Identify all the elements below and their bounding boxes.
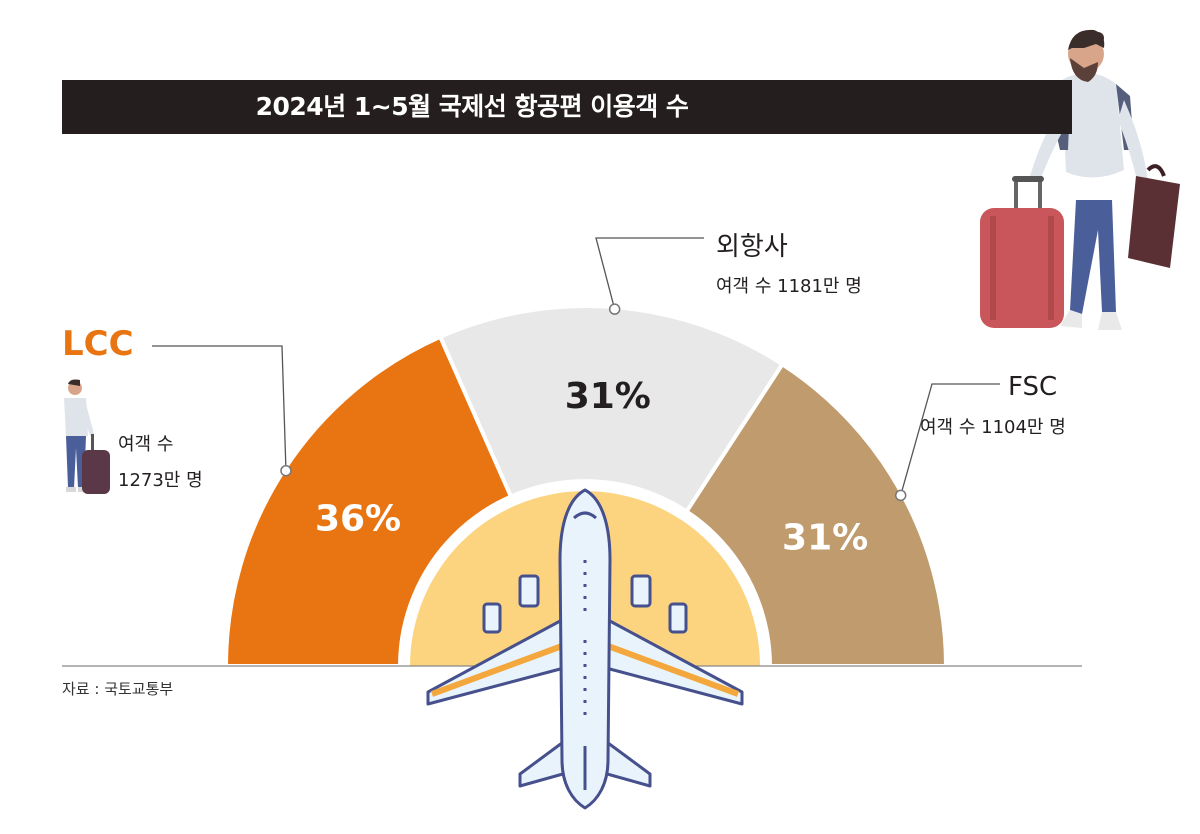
slice-percent-label-1: 36% [315, 499, 401, 540]
fsc-label: FSC [1008, 372, 1058, 402]
slice-percent-label-2: 31% [565, 376, 651, 417]
lcc-passenger-label: 여객 수 [118, 434, 174, 455]
leader-line-3 [900, 383, 1000, 496]
foreign-airline-passenger-count: 여객 수 1181만 명 [716, 276, 862, 297]
foreign-airline-label: 외항사 [716, 232, 788, 262]
title-bar [62, 80, 1072, 134]
leader-line-1 [152, 345, 287, 471]
source-note: 자료 : 국토교통부 [62, 680, 174, 698]
fsc-passenger-count: 여객 수 1104만 명 [920, 417, 1066, 438]
leader-dot-1 [280, 464, 292, 477]
leader-dot-3 [894, 489, 907, 502]
traveler-walking-icon [980, 29, 1180, 330]
lcc-label: LCC [62, 324, 134, 364]
lcc-passenger-count: 1273만 명 [118, 470, 203, 491]
airplane-icon [426, 488, 744, 810]
chart-title: 2024년 1~5월 국제선 항공편 이용객 수 [255, 92, 689, 121]
leader-line-2 [595, 237, 704, 310]
traveler-with-suitcase-icon [64, 379, 110, 494]
leader-dot-2 [608, 303, 621, 315]
slice-percent-label-3: 31% [782, 517, 868, 558]
